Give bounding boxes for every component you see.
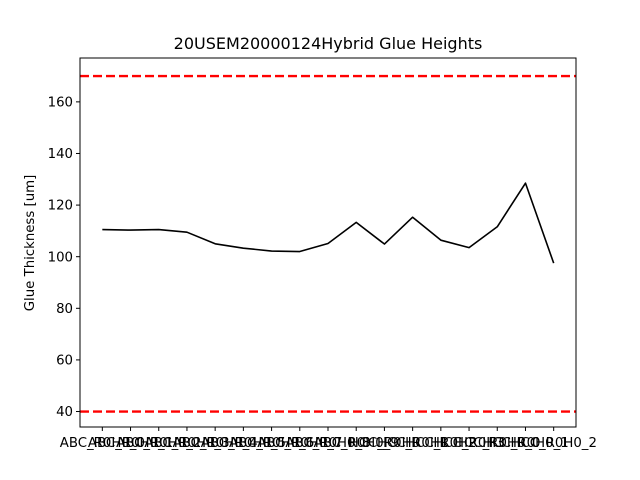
y-tick-label-140: 140: [48, 147, 73, 162]
chart-title: 20USEM20000124Hybrid Glue Heights: [174, 34, 483, 53]
x-tick-label-1: ABC_R0H0_1: [88, 436, 173, 451]
x-tick-label-11: HCC_R0H1: [377, 436, 448, 451]
x-tick-label-12: HCC_R0H2: [405, 436, 476, 451]
x-tick-label-16: HCC_R0H0_2: [510, 436, 596, 451]
y-tick-label-100: 100: [48, 250, 73, 265]
series-line-0: [102, 182, 555, 264]
y-axis-label: Glue Thickness [um]: [23, 175, 38, 312]
y-tick-label-160: 160: [48, 95, 73, 110]
x-tick-label-14: HCC_R0H0_0: [454, 436, 540, 451]
y-tick-label-120: 120: [48, 199, 73, 214]
x-tick-label-4: ABC_R0H0_4: [173, 436, 258, 451]
y-tick-label-60: 60: [56, 354, 73, 369]
x-tick-label-6: ABC_R0H0_6: [229, 436, 314, 451]
y-tick-label-80: 80: [56, 302, 73, 317]
x-tick-label-3: ABC_R0H0_3: [144, 436, 229, 451]
x-tick-label-0: ABC_R0H0_0: [60, 436, 145, 451]
x-tick-label-2: ABC_R0H0_2: [116, 436, 201, 451]
x-tick-label-8: ABC_R0H0_8: [285, 436, 370, 451]
x-tick-label-9: ABC_R0H0_9: [314, 436, 399, 451]
plot-area: 406080100120140160ABC_R0H0_0ABC_R0H0_1AB…: [48, 57, 597, 451]
x-tick-label-15: HCC_R0H0_1: [482, 436, 568, 451]
x-tick-label-5: ABC_R0H0_5: [201, 436, 286, 451]
y-tick-label-40: 40: [56, 405, 73, 420]
x-tick-label-7: ABC_R0H0_7: [257, 436, 342, 451]
x-tick-label-10: HCC_R0H0: [349, 436, 420, 451]
x-tick-label-13: HCC_R0H3: [433, 436, 504, 451]
